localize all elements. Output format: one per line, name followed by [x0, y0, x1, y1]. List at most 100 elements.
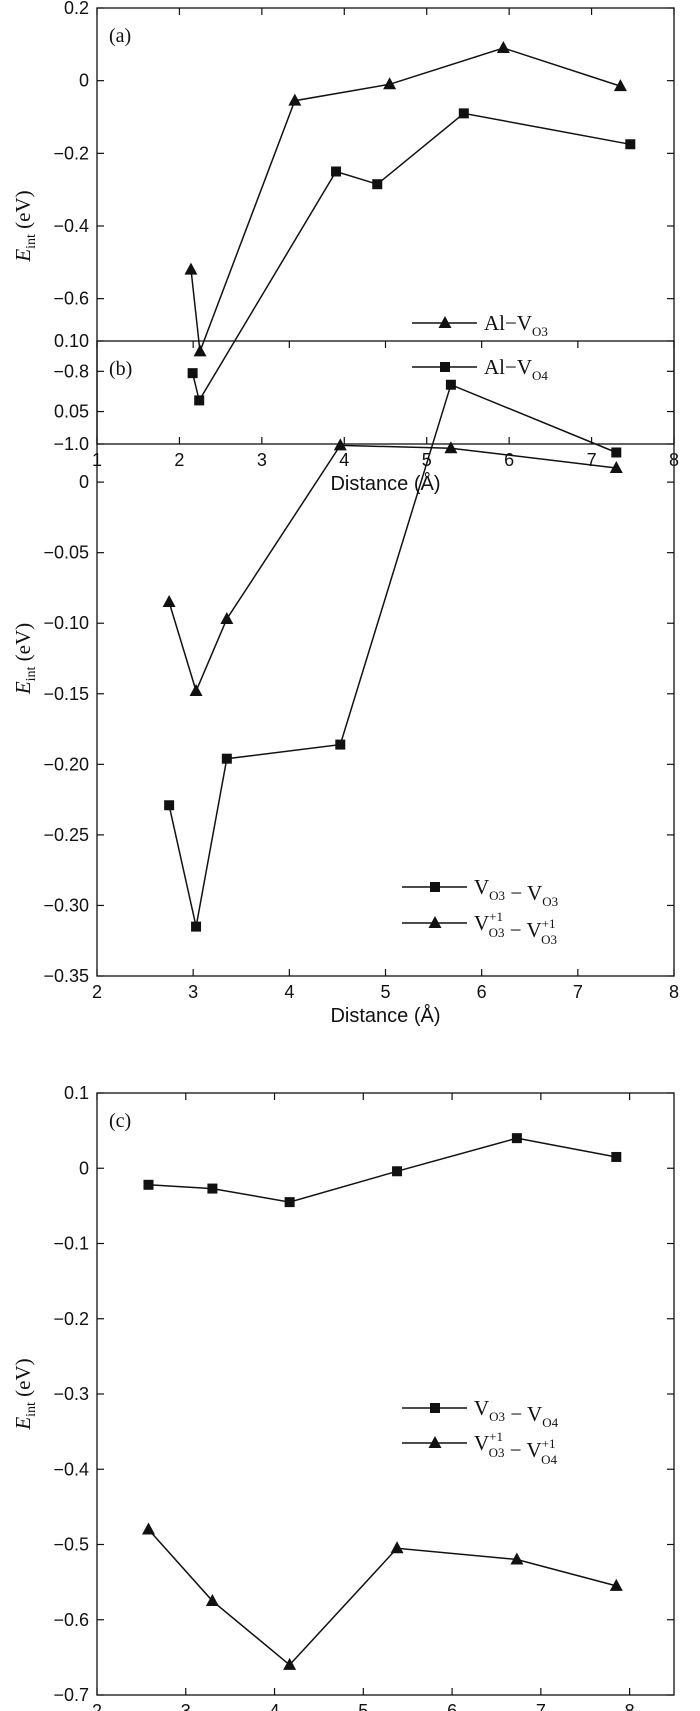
- y-tick-label: 0.05: [54, 402, 89, 422]
- panel-label: (b): [109, 358, 132, 380]
- data-point: [205, 1593, 219, 1606]
- data-point: [372, 179, 383, 190]
- x-tick-label: 3: [181, 1701, 191, 1711]
- data-point: [609, 461, 623, 473]
- series-0: [184, 40, 627, 357]
- series-line: [168, 444, 617, 694]
- data-point: [331, 166, 342, 177]
- x-tick-label: 5: [358, 1701, 368, 1711]
- y-tick-label: −0.5: [53, 1535, 89, 1555]
- data-point: [445, 379, 456, 390]
- data-point: [141, 1522, 155, 1535]
- data-point: [283, 1657, 297, 1670]
- legend-marker: [428, 1436, 442, 1448]
- data-point: [187, 368, 198, 379]
- y-tick-label: −0.30: [43, 895, 89, 915]
- data-point: [193, 344, 207, 357]
- data-point: [333, 438, 347, 451]
- y-tick-label: −0.15: [43, 684, 89, 704]
- x-tick-label: 2: [92, 1701, 102, 1711]
- data-point: [221, 753, 232, 764]
- data-point: [184, 262, 198, 275]
- x-tick-label: 6: [447, 1701, 457, 1711]
- y-tick-label: −1.0: [53, 434, 89, 454]
- data-point: [143, 1179, 154, 1190]
- legend-label: V+1 O3 − V+1 O4: [474, 1429, 557, 1467]
- series-line: [191, 112, 631, 403]
- data-point: [390, 1541, 404, 1554]
- x-tick-label: 4: [339, 450, 349, 470]
- legend-label: V+1 O3 − V+1 O3: [474, 909, 557, 947]
- y-tick-label: 0: [79, 71, 89, 91]
- x-tick-label: 6: [477, 982, 487, 1002]
- series-1: [162, 438, 623, 696]
- panel-c: 2345678−0.7−0.6−0.5−0.4−0.3−0.2−0.100.1D…: [11, 1083, 675, 1711]
- legend-marker: [430, 1403, 440, 1413]
- data-point: [335, 739, 346, 750]
- panel-a: 1 2 3 4 5 6 7 8−1.0−0.8−0.6−0.4−0.200.2Distance…: [11, 0, 679, 495]
- y-tick-label: −0.4: [53, 216, 89, 236]
- legend-label: VO3 − VO4: [474, 1396, 559, 1430]
- data-point: [444, 441, 458, 454]
- data-point: [162, 595, 176, 608]
- y-tick-label: −0.3: [53, 1384, 89, 1404]
- legend-marker: [430, 882, 440, 892]
- data-point: [284, 1197, 295, 1208]
- legend-marker: [440, 362, 450, 372]
- legend-label: Al−VO4: [484, 355, 548, 383]
- series-line: [190, 47, 621, 352]
- y-tick-label: −0.7: [53, 1685, 89, 1705]
- y-tick-label: −0.2: [53, 1309, 89, 1329]
- y-tick-label: −0.25: [43, 825, 89, 845]
- plot-frame: [96, 340, 675, 977]
- y-tick-label: 0.10: [54, 331, 89, 351]
- data-point: [458, 108, 469, 119]
- y-tick-label: −0.6: [53, 289, 89, 309]
- y-tick-label: 0: [79, 472, 89, 492]
- series-0: [143, 1133, 622, 1208]
- plot-frame: [96, 7, 675, 445]
- series-0: [164, 379, 622, 932]
- x-tick-label: 5: [422, 450, 432, 470]
- data-point: [207, 1183, 218, 1194]
- data-point: [164, 800, 175, 811]
- x-tick-label: 3: [188, 982, 198, 1002]
- x-tick-label: 2: [174, 450, 184, 470]
- x-axis-label: Distance (Å): [330, 472, 440, 495]
- legend-label: Al−VO3: [484, 311, 548, 339]
- series-line: [148, 1137, 617, 1203]
- x-tick-label: 8: [625, 1701, 635, 1711]
- y-tick-label: −0.6: [53, 1610, 89, 1630]
- x-tick-label: 2: [92, 982, 102, 1002]
- x-tick-label: 7: [573, 982, 583, 1002]
- x-tick-label: 3: [257, 450, 267, 470]
- data-point: [496, 40, 510, 53]
- y-axis-label: Eint (eV): [11, 190, 39, 262]
- x-axis-label: Distance (Å): [330, 1004, 440, 1027]
- data-point: [611, 447, 622, 458]
- y-tick-label: 0: [79, 1158, 89, 1178]
- data-point: [189, 683, 203, 696]
- x-tick-label: 5: [380, 982, 390, 1002]
- y-axis-label: Eint (eV): [11, 1358, 39, 1430]
- legend: Al−VO3 Al−VO4: [412, 311, 548, 383]
- y-tick-label: −0.05: [43, 543, 89, 563]
- y-axis-label: Eint (eV): [11, 623, 39, 695]
- x-tick-label: 7: [587, 450, 597, 470]
- panel-label: (a): [109, 25, 131, 47]
- y-tick-label: 0.1: [64, 1083, 89, 1103]
- series-line: [147, 1528, 617, 1666]
- series-1: [187, 108, 636, 406]
- legend-label: VO3 − VO3: [474, 875, 558, 909]
- y-tick-label: −0.4: [53, 1459, 89, 1479]
- data-point: [220, 611, 234, 624]
- y-tick-label: −0.2: [53, 143, 89, 163]
- data-point: [288, 93, 302, 106]
- y-tick-label: −0.8: [53, 361, 89, 381]
- y-tick-label: −0.20: [43, 754, 89, 774]
- y-tick-label: −0.1: [53, 1234, 89, 1254]
- x-tick-label: 4: [284, 982, 294, 1002]
